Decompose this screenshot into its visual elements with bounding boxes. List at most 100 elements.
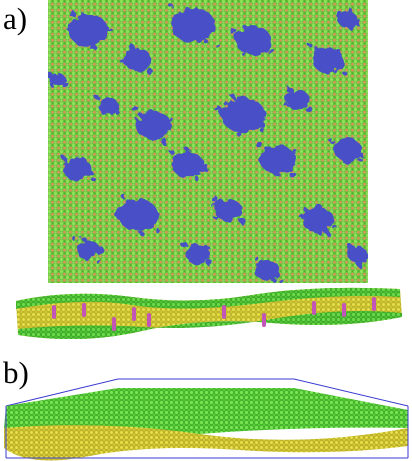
lipid-domain-fragment: [90, 44, 98, 52]
lipid-domain-fragment: [237, 132, 242, 137]
lipid-domain-fragment: [206, 259, 214, 267]
lipid-domain-fragment: [173, 30, 181, 37]
lipid-domain-fragment: [214, 215, 219, 221]
sterol-chain: [372, 297, 376, 311]
lipid-domain-fragment: [100, 107, 107, 115]
lipid-domain-fragment: [48, 72, 53, 79]
lipid-domain-fragment: [254, 257, 260, 262]
lipid-domain-fragment: [181, 242, 189, 249]
lipid-domain: [135, 110, 171, 140]
sterol-chain: [262, 313, 266, 327]
lipid-domain-fragment: [194, 18, 201, 25]
lipid-domain-fragment: [91, 177, 96, 182]
lipid-domain-fragment: [255, 140, 262, 148]
lipid-domain-fragment: [201, 163, 209, 171]
lipid-domain-fragment: [156, 229, 161, 234]
lipid-domain-fragment: [68, 10, 76, 17]
lipid-domain-fragment: [137, 123, 142, 128]
lipid-domain-fragment: [215, 106, 223, 113]
lipid-domain-fragment: [191, 249, 196, 254]
lipid-domain-fragment: [185, 148, 191, 153]
lipid-domain-fragment: [72, 237, 78, 242]
lipid-domain: [256, 260, 280, 280]
lipid-domain-fragment: [169, 3, 174, 9]
panel-b-label: b): [3, 355, 29, 390]
lipid-domain-fragment: [62, 160, 68, 166]
lipid-domain-fragment: [66, 23, 72, 28]
lipid-domain-fragment: [172, 156, 180, 163]
lipid-domain-fragment: [204, 244, 209, 250]
box-frame-right: [293, 378, 409, 407]
lipid-domain: [64, 158, 92, 182]
lipid-domain-fragment: [231, 94, 236, 99]
lipid-domain-fragment: [278, 278, 284, 283]
lipid-domain-fragment: [103, 97, 111, 105]
lipid-domain-fragment: [362, 258, 367, 263]
lipid-domain-fragment: [96, 36, 101, 42]
lipid-domain-fragment: [262, 47, 268, 52]
lipid-domain-fragment: [240, 218, 247, 226]
lipid-domain-fragment: [274, 156, 279, 162]
lipid-domain-fragment: [303, 207, 308, 212]
lipid-domain-fragment: [50, 83, 56, 89]
lipid-domain-fragment: [254, 269, 262, 277]
lipid-domain: [118, 199, 158, 231]
lipid-domain-fragment: [248, 25, 253, 30]
lipid-domain-fragment: [147, 216, 155, 223]
lipid-domain-fragment: [292, 149, 297, 154]
membrane-core-edge: [4, 425, 408, 461]
lipid-domain-fragment: [62, 156, 67, 162]
sterol-chain: [112, 317, 116, 331]
lipid-domain-fragment: [56, 72, 61, 78]
membrane-surface: [48, 0, 368, 283]
lipid-domains: [48, 3, 368, 283]
lipid-domain: [172, 152, 204, 178]
lipid-domain-fragment: [289, 171, 296, 178]
lipid-domain-fragment: [116, 111, 121, 116]
lipid-domain: [348, 247, 368, 263]
lipid-domain-fragment: [348, 9, 354, 14]
lipid-domain-fragment: [342, 70, 347, 76]
lipid-domain-fragment: [307, 107, 314, 114]
lipid-domain-fragment: [358, 158, 363, 163]
lipid-domain-fragment: [348, 244, 355, 251]
lipid-domain-fragment: [154, 126, 160, 131]
lipid-domain-fragment: [266, 162, 272, 168]
lipid-domain-fragment: [258, 121, 266, 129]
lipid-domain-fragment: [107, 27, 113, 33]
lipid-domain-fragment: [260, 128, 265, 133]
lipid-domain-fragment: [308, 43, 314, 49]
lipid-domain: [302, 207, 334, 233]
lipid-domain-fragment: [79, 157, 86, 164]
lipid-domain-fragment: [147, 59, 153, 64]
lipid-domain-fragment: [138, 230, 144, 236]
lipid-domain-fragment: [345, 249, 351, 254]
lipid-domain: [76, 240, 100, 260]
membrane-perspective-view: [4, 378, 409, 461]
lipid-domain-fragment: [303, 96, 308, 101]
lipid-domain-fragment: [212, 196, 219, 203]
lipid-domain-fragment: [193, 258, 198, 264]
lipid-domain-fragment: [230, 28, 237, 35]
lipid-domain-fragment: [315, 203, 322, 211]
lipid-domain-fragment: [96, 245, 103, 252]
sterol-chain: [147, 313, 151, 327]
upper-leaflet-surface: [4, 388, 408, 437]
lipid-domain-fragment: [94, 95, 100, 100]
lipid-domain-fragment: [356, 260, 363, 267]
lipid-domain-fragment: [63, 82, 70, 90]
lipid-domain-fragment: [342, 157, 349, 164]
lipid-domain-fragment: [283, 102, 289, 107]
lipid-domain-fragment: [230, 202, 236, 207]
lipid-domain-fragment: [194, 176, 200, 182]
lower-leaflet-heads: [18, 311, 402, 339]
lipid-domain-fragment: [294, 96, 300, 102]
sterol-chain: [82, 303, 86, 317]
lipid-domain-fragment: [78, 173, 85, 181]
lipid-domain-fragment: [132, 105, 139, 113]
lipid-domain: [171, 7, 215, 43]
membrane-side-view: [16, 287, 402, 339]
lipid-domain-fragment: [286, 86, 293, 93]
lipid-domain-fragment: [114, 211, 122, 219]
lipid-domain-fragment: [147, 69, 154, 76]
